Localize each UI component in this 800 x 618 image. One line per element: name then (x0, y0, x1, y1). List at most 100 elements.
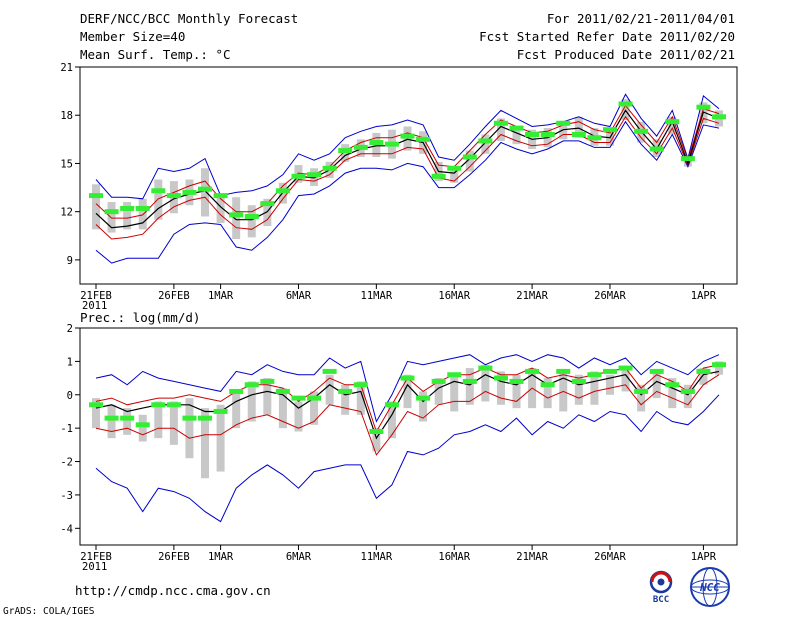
observed-marker (353, 382, 368, 388)
observed-marker (525, 132, 540, 138)
ncc-logo-text: NCC (699, 581, 720, 594)
observed-marker (602, 368, 617, 374)
observed-marker (462, 154, 477, 160)
observed-marker (166, 402, 181, 408)
observed-marker (120, 205, 135, 211)
ensemble-box (138, 414, 147, 442)
observed-marker (151, 188, 166, 194)
observed-marker (665, 119, 680, 125)
ensemble-box (387, 401, 396, 439)
x-tick-label: 11MAR (361, 551, 393, 563)
ensemble-box (216, 404, 225, 472)
variable-label-precipitation: Prec.: log(mm/d) (80, 310, 200, 325)
ensemble-box (481, 134, 490, 154)
ensemble-box (668, 378, 677, 409)
y-tick-label: 21 (60, 62, 73, 74)
ensemble-box (232, 197, 241, 239)
observed-marker (587, 135, 602, 141)
x-tick-label: 21FEB (80, 551, 112, 563)
ensemble-box (590, 371, 599, 405)
ensemble-box (294, 401, 303, 432)
observed-marker (353, 144, 368, 150)
observed-marker (400, 375, 415, 381)
variable-label-temperature: Mean Surf. Temp.: °C (80, 47, 231, 62)
ensemble-box (263, 198, 272, 227)
observed-marker (338, 148, 353, 154)
observed-marker (213, 408, 228, 414)
ensemble-box (154, 401, 163, 439)
x-tick-label: 21FEB (80, 290, 112, 302)
chart-title: DERF/NCC/BCC Monthly Forecast (80, 11, 299, 26)
y-tick-label: 0 (67, 390, 73, 402)
ensemble-box (450, 374, 459, 412)
observed-marker (89, 193, 103, 199)
observed-marker (540, 132, 555, 138)
ensemble-box (481, 364, 490, 402)
observed-marker (135, 205, 150, 211)
forecast-period: For 2011/02/21-2011/04/01 (546, 11, 735, 26)
observed-marker (571, 378, 586, 384)
y-tick-label: -2 (60, 457, 73, 469)
x-tick-label: 26FEB (158, 551, 190, 563)
ensemble-box (574, 116, 583, 138)
ensemble-box (201, 168, 210, 217)
observed-marker (291, 173, 306, 179)
observed-marker (680, 156, 695, 162)
observed-marker (151, 402, 166, 408)
x-tick-label: 16MAR (438, 551, 470, 563)
ensemble-box (263, 378, 272, 415)
observed-marker (229, 212, 244, 218)
observed-marker (291, 395, 306, 401)
observed-marker (369, 428, 384, 434)
ensemble-box (605, 374, 614, 395)
ensemble-max-line (95, 354, 720, 423)
observed-marker (447, 372, 462, 378)
observed-marker (665, 382, 680, 388)
ensemble-box (621, 368, 630, 392)
ensemble-box (652, 371, 661, 399)
observed-marker (649, 146, 664, 152)
observed-marker (182, 189, 197, 195)
observed-marker (166, 193, 181, 199)
observed-marker (229, 388, 244, 394)
observed-marker (275, 388, 290, 394)
observed-marker (509, 378, 524, 384)
observed-marker (525, 368, 540, 374)
ensemble-box (92, 184, 100, 230)
x-tick-label: 26MAR (594, 290, 626, 302)
ensemble-box (123, 408, 132, 435)
observed-marker (509, 125, 524, 131)
ensemble-box (715, 361, 723, 375)
x-tick-sublabel: 2011 (82, 561, 107, 573)
observed-marker (89, 402, 103, 408)
observed-marker (322, 165, 337, 171)
x-tick-label: 26FEB (158, 290, 190, 302)
observed-marker (416, 395, 431, 401)
observed-marker (369, 140, 384, 146)
std-lower-line (95, 115, 720, 240)
ensemble-box (668, 116, 677, 135)
ensemble-box (185, 398, 194, 459)
observed-marker (213, 193, 228, 199)
forecast-start-refer-date: Fcst Started Refer Date 2011/02/20 (479, 29, 735, 44)
observed-marker (696, 104, 711, 110)
ensemble-mean-line (95, 370, 720, 440)
ensemble-box (450, 166, 459, 183)
ensemble-box (559, 124, 568, 140)
observed-marker (307, 172, 322, 178)
ensemble-box (465, 368, 474, 405)
x-tick-label: 26MAR (594, 551, 626, 563)
observed-marker (416, 136, 431, 142)
y-tick-label: 2 (67, 323, 73, 335)
observed-marker (618, 365, 633, 371)
ensemble-box (434, 378, 443, 405)
x-tick-sublabel: 2011 (82, 300, 107, 312)
ensemble-box (512, 374, 521, 409)
member-size-label: Member Size=40 (80, 29, 186, 44)
observed-marker (384, 141, 399, 147)
ensemble-box (543, 378, 552, 409)
observed-marker (104, 209, 119, 215)
std-lower-line (95, 374, 720, 456)
ensemble-box (138, 198, 147, 230)
